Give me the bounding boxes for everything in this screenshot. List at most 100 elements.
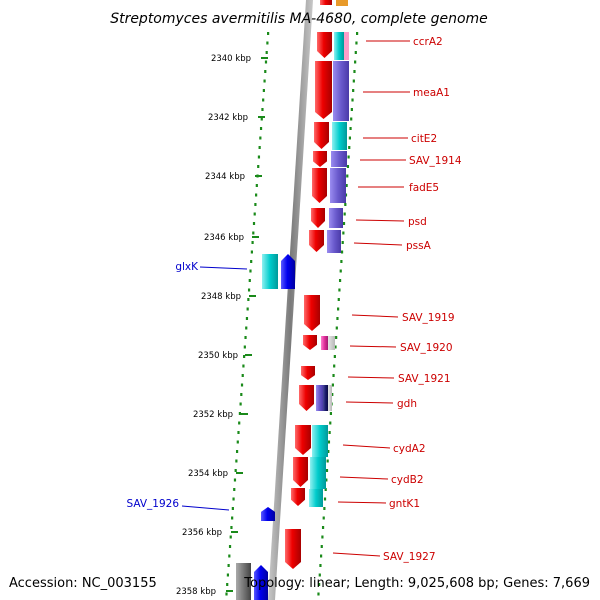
guide-dot (245, 326, 248, 330)
guide-dot (345, 184, 348, 187)
annotation-gdh-navy (323, 385, 328, 411)
orf-meaA1[interactable] (315, 61, 332, 119)
accession-text: Accession: NC_003155 (9, 576, 157, 591)
guide-dot (337, 307, 340, 311)
kbp-tick-label: 2340 kbp (211, 54, 251, 64)
guide-dot (322, 516, 325, 520)
gene-label-SAV_1921[interactable]: SAV_1921 (398, 373, 451, 385)
guide-dot (319, 564, 322, 567)
orf-SAV_1919[interactable] (304, 295, 320, 331)
orf-SAV_1921[interactable] (301, 366, 315, 380)
guide-dot (338, 279, 342, 282)
guide-dot (229, 535, 232, 539)
guide-dot (354, 60, 357, 64)
orf-SAV_1920[interactable] (303, 335, 317, 350)
guide-dot (356, 32, 359, 35)
gene-label-SAV_1914[interactable]: SAV_1914 (409, 155, 462, 167)
orf-bottom-blue[interactable] (254, 565, 268, 600)
orf-fadE5[interactable] (312, 168, 327, 203)
gene-label-ccrA2[interactable]: ccrA2 (413, 36, 443, 48)
orf-gntK1[interactable] (291, 488, 305, 506)
annotation-psd (329, 208, 343, 228)
guide-dot (335, 326, 338, 330)
guide-dot (265, 51, 268, 54)
guide-dot (342, 231, 345, 235)
kbp-tick-label: 2348 kbp (201, 292, 241, 302)
guide-dot (350, 108, 353, 111)
gene-label-SAV_1926[interactable]: SAV_1926 (126, 498, 179, 510)
gene-label-glxK[interactable]: glxK (175, 261, 199, 273)
guide-dot (324, 488, 327, 491)
gene-label-psd[interactable]: psd (408, 216, 427, 228)
guide-dot (250, 260, 253, 263)
gene-label-SAV_1919[interactable]: SAV_1919 (402, 312, 455, 324)
gene-label-SAV_1927[interactable]: SAV_1927 (383, 551, 436, 563)
guide-dot (333, 364, 336, 368)
map-title-group: Streptomyces avermitilis MA-4680, comple… (110, 11, 488, 27)
gene-label-cydB2[interactable]: cydB2 (391, 474, 424, 486)
guide-dot (242, 364, 245, 368)
guide-dot (247, 288, 251, 292)
guide-dot (250, 250, 253, 254)
gene-label-citE2[interactable]: citE2 (411, 133, 437, 145)
orf-SAV_1914[interactable] (313, 151, 327, 167)
orf-cydA2[interactable] (295, 425, 311, 455)
guide-dot (237, 431, 240, 434)
guide-dot (235, 450, 239, 453)
guide-dot (351, 98, 354, 102)
guide-dot (238, 412, 242, 415)
gene-label-SAV_1920[interactable]: SAV_1920 (400, 342, 453, 354)
right-outer-guide-dots (317, 32, 359, 596)
orf-citE2[interactable] (314, 122, 329, 149)
guide-dot (233, 488, 236, 491)
guide-dot (244, 336, 247, 339)
guide-dot (232, 497, 235, 501)
annotation-bottom-gray (236, 563, 251, 600)
guide-dot (254, 203, 257, 206)
guide-dot (323, 497, 327, 501)
kbp-tick-label: 2356 kbp (182, 528, 222, 538)
orf-fragment[interactable] (320, 0, 332, 5)
guide-dot (325, 478, 328, 482)
genome-axis (268, 0, 313, 600)
annotation-SAV_1920-gray (328, 336, 335, 350)
orf-ccrA2[interactable] (317, 32, 332, 58)
gene-label-pssA[interactable]: pssA (406, 240, 432, 252)
kbp-tick-label: 2354 kbp (188, 469, 228, 479)
orf-psd[interactable] (311, 208, 325, 228)
guide-dot (226, 583, 229, 586)
orf-SAV_1926[interactable] (261, 507, 275, 521)
guide-dot (264, 60, 268, 64)
guide-dot (327, 440, 331, 444)
gene-label-cydA2[interactable]: cydA2 (393, 443, 426, 455)
annotation-SAV_1914 (331, 151, 347, 167)
guide-dot (227, 564, 230, 567)
orf-gdh[interactable] (299, 385, 314, 411)
annotation-pssA (327, 230, 341, 253)
guide-dot (255, 193, 258, 197)
annotation-SAV_1920-pink (321, 336, 328, 350)
orf-SAV_1927[interactable] (285, 529, 301, 569)
guide-dot (328, 431, 331, 434)
guide-dot (235, 459, 238, 463)
guide-dot (251, 241, 254, 244)
annotation-meaA1 (333, 61, 349, 121)
orf-cydB2[interactable] (293, 457, 308, 487)
guide-dot (255, 184, 258, 187)
guide-dot (239, 402, 242, 406)
map-title: Streptomyces avermitilis MA-4680, comple… (110, 11, 488, 27)
gene-label-meaA1[interactable]: meaA1 (413, 87, 450, 99)
guide-dot (354, 51, 357, 54)
gene-label-gntK1[interactable]: gntK1 (389, 498, 420, 510)
gene-label-fadE5[interactable]: fadE5 (409, 182, 439, 194)
orf-pssA[interactable] (309, 230, 324, 252)
guide-dot (318, 573, 321, 577)
guide-dot (318, 583, 321, 586)
guide-dot (230, 526, 233, 529)
guide-dot (241, 374, 244, 377)
orf-fragment[interactable] (336, 0, 348, 6)
gene-label-gdh[interactable]: gdh (397, 398, 417, 410)
orf-glxK[interactable] (281, 254, 295, 289)
